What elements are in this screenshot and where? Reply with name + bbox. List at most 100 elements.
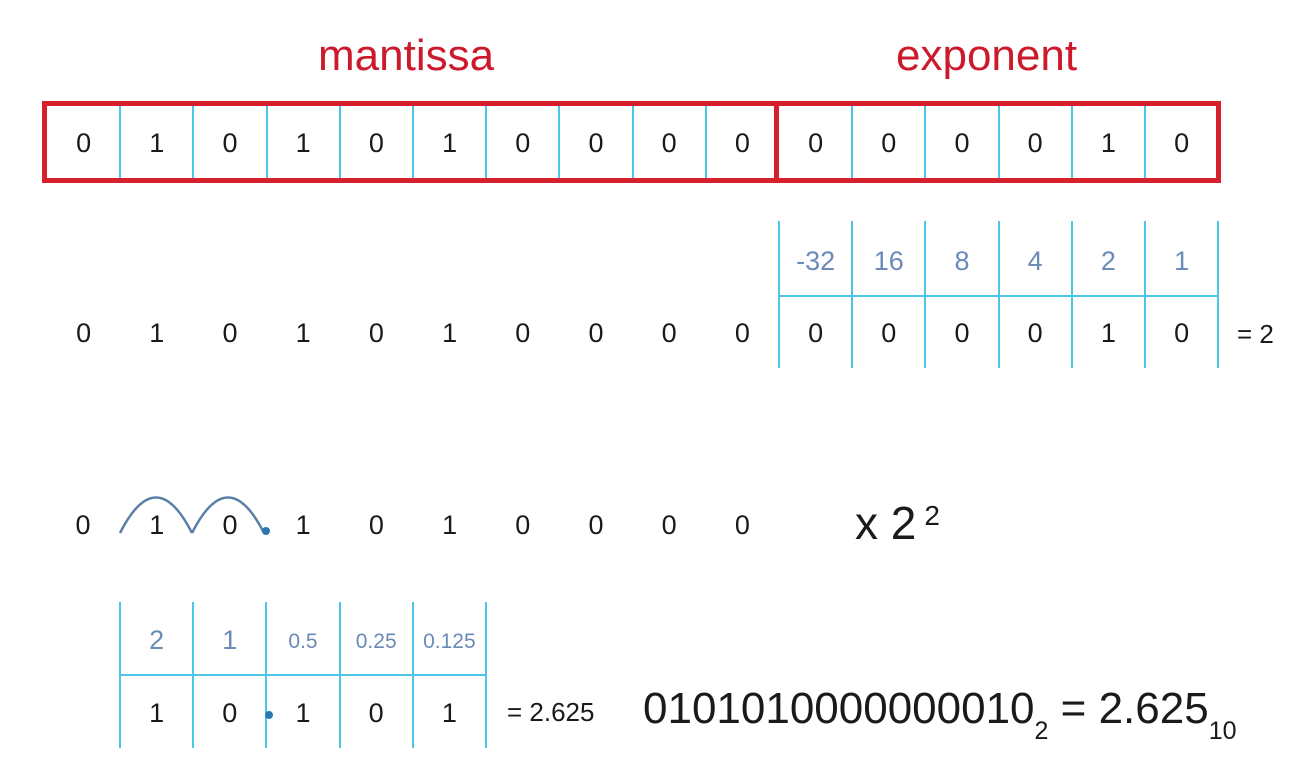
register-cell-divider	[265, 106, 268, 178]
exponent-place-value: 4	[1027, 246, 1043, 276]
exponent-result: = 2	[1237, 319, 1274, 349]
register-cell-divider	[119, 106, 122, 178]
shifted-bit: 1	[149, 510, 165, 540]
register-bit: 1	[442, 128, 458, 158]
shift-arc-1	[118, 496, 194, 534]
register-bit: 0	[368, 128, 384, 158]
register-cell-divider	[631, 106, 634, 178]
mantissa-bit: 1	[149, 318, 165, 348]
register-cell-divider	[338, 106, 341, 178]
mantissa-bit: 0	[515, 318, 531, 348]
mantissa-place-value: 0.25	[355, 630, 397, 653]
register-cell-divider	[851, 106, 854, 178]
mantissa-table-bit: 1	[149, 698, 165, 728]
shifted-bit: 0	[734, 510, 750, 540]
table-binary-point-dot	[265, 711, 273, 719]
register-bit: 1	[295, 128, 311, 158]
exponent-bit: 0	[1027, 318, 1043, 348]
mantissa-table-bit: 1	[441, 698, 457, 728]
register-bit: 0	[222, 128, 238, 158]
shifted-bit: 0	[661, 510, 677, 540]
shifted-bit: 0	[222, 510, 238, 540]
exponent-grid-rule	[779, 295, 1219, 297]
mantissa-place-value: 1	[222, 625, 238, 655]
mantissa-grid-line	[485, 602, 487, 748]
mantissa-bit: 0	[734, 318, 750, 348]
shifted-bit: 1	[295, 510, 311, 540]
mantissa-bit: 1	[295, 318, 311, 348]
final-equals: = 2.625	[1048, 684, 1209, 733]
mantissa-grid-rule	[120, 674, 486, 676]
mantissa-bit: 0	[222, 318, 238, 348]
final-conversion: 01010100000000102 = 2.62510	[643, 684, 1237, 744]
mantissa-bit: 0	[588, 318, 604, 348]
register-bit: 0	[515, 128, 531, 158]
exponent-bit: 0	[808, 318, 824, 348]
exponent-label: exponent	[896, 31, 1078, 80]
final-binary: 0101010000000010	[643, 684, 1035, 733]
exponent-place-value: 2	[1100, 246, 1116, 276]
final-binary-base: 2	[1034, 717, 1049, 745]
exponent-place-value: 8	[954, 246, 970, 276]
register-bit: 1	[149, 128, 165, 158]
register-cell-divider	[1144, 106, 1146, 178]
mantissa-table-bit: 0	[368, 698, 384, 728]
register-bit: 0	[881, 128, 897, 158]
mantissa-bit: 0	[76, 318, 92, 348]
shifted-bit: 0	[368, 510, 384, 540]
exponent-grid-line	[851, 221, 854, 368]
shift-arc-2	[190, 496, 266, 534]
register-cell-divider	[924, 106, 927, 178]
exponent-grid-line	[778, 221, 780, 368]
mantissa-place-value: 0.125	[423, 630, 476, 653]
register-bit: 0	[76, 128, 92, 158]
register-bit: 1	[1100, 128, 1116, 158]
mantissa-result: = 2.625	[507, 697, 595, 727]
register-bit: 0	[954, 128, 970, 158]
binary-point-dot	[262, 527, 270, 535]
exponent-grid-line	[997, 221, 1000, 368]
register-cell-divider	[1070, 106, 1073, 178]
register-cell-divider	[485, 106, 488, 178]
register-bit: 0	[588, 128, 604, 158]
mantissa-place-value: 2	[149, 625, 165, 655]
shifted-bit: 1	[442, 510, 458, 540]
mantissa-table-bit: 0	[222, 698, 238, 728]
register-cell-divider	[558, 106, 561, 178]
exponent-grid-line	[1070, 221, 1073, 368]
exponent-grid-line	[1217, 221, 1220, 368]
register-bit: 0	[808, 128, 824, 158]
exponent-bit: 0	[1174, 318, 1190, 348]
mantissa-bit: 0	[661, 318, 677, 348]
mantissa-table-bit: 1	[295, 698, 311, 728]
register-bit: 0	[1174, 128, 1190, 158]
mantissa-exponent-separator	[774, 101, 779, 183]
mantissa-label: mantissa	[318, 31, 495, 80]
exponent-place-value: 1	[1174, 246, 1190, 276]
mantissa-bit: 0	[368, 318, 384, 348]
register-bit: 0	[1027, 128, 1043, 158]
shifted-bit: 0	[515, 510, 531, 540]
register-cell-divider	[704, 106, 707, 178]
multiplier-base: x 2	[855, 497, 917, 549]
register-cell-divider	[997, 106, 1000, 178]
mantissa-bit: 1	[442, 318, 458, 348]
exponent-grid-line	[924, 221, 927, 368]
mantissa-place-value: 0.5	[288, 630, 318, 653]
register-cell-divider	[412, 106, 414, 178]
exponent-place-value: 16	[873, 246, 904, 276]
register-cell-divider	[192, 106, 195, 178]
shifted-bit: 0	[588, 510, 604, 540]
register-bit: 0	[661, 128, 677, 158]
exponent-bit: 1	[1100, 318, 1116, 348]
shifted-bit: 0	[75, 510, 91, 540]
multiplier-exponent: 2	[924, 500, 940, 531]
exponent-grid-line	[1144, 221, 1146, 368]
register-box	[42, 101, 1221, 183]
exponent-bit: 0	[954, 318, 970, 348]
register-bit: 0	[734, 128, 750, 158]
final-decimal-base: 10	[1208, 717, 1237, 745]
exponent-place-value: -32	[796, 246, 836, 276]
